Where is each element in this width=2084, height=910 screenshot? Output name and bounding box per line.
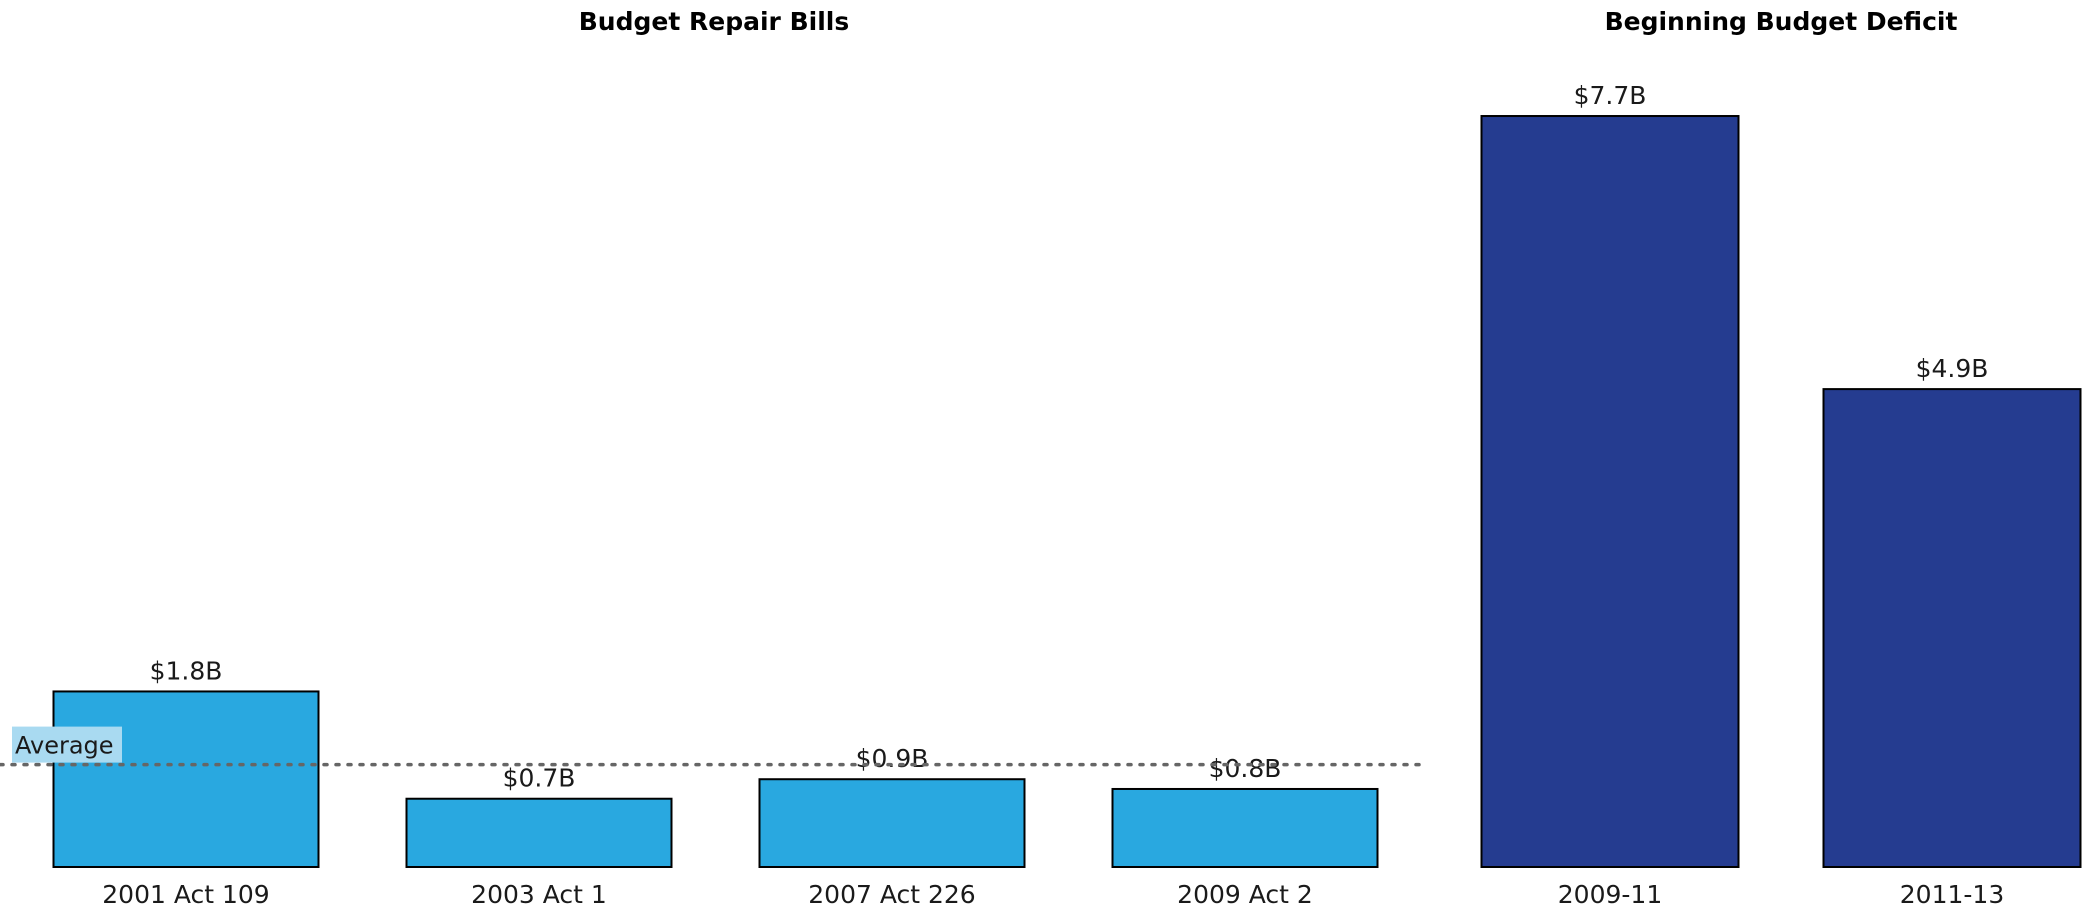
bar-2011-13[interactable] [1822, 388, 2082, 868]
bar-2009-11[interactable] [1480, 115, 1740, 869]
data-label-2009-act-2: $0.8B [1209, 754, 1282, 783]
bar-2001-act-109[interactable] [52, 690, 320, 868]
tick-label-2001-act-109: 2001 Act 109 [102, 880, 269, 906]
chart-title-beginning-budget-deficit: Beginning Budget Deficit [1605, 7, 1958, 36]
bar-2003-act-1[interactable] [405, 797, 673, 868]
average-label-background [12, 726, 122, 763]
data-label-2011-13: $4.9B [1916, 354, 1989, 383]
tick-label-2009-11: 2009-11 [1558, 880, 1662, 906]
tick-label-2009-act-2: 2009 Act 2 [1177, 880, 1313, 906]
labels-layer: $1.8B 2001 Act 109 $0.7B 2003 Act 1 $0.9B 200… [12, 81, 2004, 909]
average-label: Average [15, 732, 114, 760]
data-label-2009-11: $7.7B [1574, 81, 1647, 110]
bar-2007-act-226[interactable] [758, 778, 1026, 869]
data-label-2001-act-109: $1.8B [150, 656, 223, 685]
tick-label-2011-13: 2011-13 [1900, 880, 2004, 906]
chart-title-budget-repair-bills: Budget Repair Bills [579, 7, 849, 36]
data-label-2003-act-1: $0.7B [503, 764, 576, 793]
bars-layer [52, 115, 2082, 869]
tick-label-2003-act-1: 2003 Act 1 [471, 880, 607, 906]
tick-label-2007-act-226: 2007 Act 226 [808, 880, 975, 906]
data-label-2007-act-226: $0.9B [856, 744, 929, 773]
bar-2009-act-2[interactable] [1111, 787, 1379, 869]
